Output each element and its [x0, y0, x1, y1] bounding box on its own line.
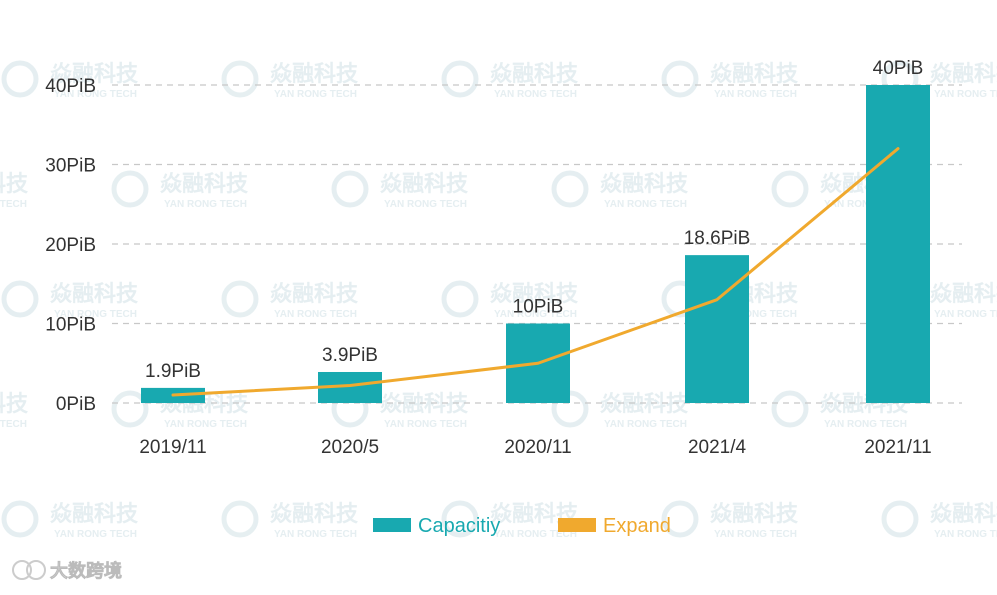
legend-item-capacity: Capacitiy	[373, 515, 500, 537]
watermark-subtext: YAN RONG TECH	[934, 309, 997, 320]
x-tick-label: 2021/11	[864, 437, 931, 458]
watermark-logo-icon	[664, 63, 696, 95]
corner-brand: 大数跨境	[13, 560, 122, 582]
x-tick-label: 2020/5	[321, 437, 379, 458]
watermark-logo-icon	[774, 173, 806, 205]
watermark-text: 焱融科技	[270, 282, 359, 307]
bar	[685, 255, 749, 403]
data-label: 3.9PiB	[322, 345, 378, 366]
watermark-text: 焱融科技	[160, 172, 249, 197]
watermark-subtext: YAN RONG TECH	[54, 529, 137, 540]
watermark-text: 焱融科技	[50, 282, 139, 307]
watermark-text: 焱融科技	[270, 62, 359, 87]
watermark-text: 焱融科技	[270, 502, 359, 527]
legend-swatch-capacity	[373, 518, 411, 532]
watermark-logo-icon	[334, 173, 366, 205]
y-tick-label: 20PiB	[45, 235, 96, 256]
data-label: 10PiB	[513, 297, 564, 318]
watermark-logo-icon	[444, 283, 476, 315]
watermark-text: 焱融科技	[710, 502, 799, 527]
watermark-text: 焱融科技	[0, 172, 29, 197]
bar	[866, 85, 930, 403]
y-tick-label: 0PiB	[56, 394, 96, 415]
watermark-text: 焱融科技	[600, 172, 689, 197]
y-tick-label: 10PiB	[45, 315, 96, 336]
watermark-logo-icon	[774, 393, 806, 425]
watermark-tile: 焱融科技 YAN RONG TECH	[4, 502, 139, 540]
watermark-logo-icon	[554, 173, 586, 205]
legend-swatch-expand	[558, 518, 596, 532]
watermark-subtext: YAN RONG TECH	[0, 419, 27, 430]
watermark-logo-icon	[4, 283, 36, 315]
watermark-tile: 焱融科技 YAN RONG TECH	[224, 282, 359, 320]
watermark-text: 焱融科技	[930, 502, 997, 527]
watermark-tile: 焱融科技 YAN RONG TECH	[444, 62, 579, 100]
watermark-logo-icon	[224, 503, 256, 535]
legend-label-capacity: Capacitiy	[418, 515, 500, 537]
watermark-logo-icon	[4, 63, 36, 95]
watermark-logo-icon	[884, 503, 916, 535]
watermark-subtext: YAN RONG TECH	[274, 529, 357, 540]
watermark-tile: 焱融科技 YAN RONG TECH	[334, 172, 469, 210]
watermark-subtext: YAN RONG TECH	[0, 199, 27, 210]
watermark-logo-icon	[4, 503, 36, 535]
watermark-subtext: YAN RONG TECH	[274, 89, 357, 100]
watermark-subtext: YAN RONG TECH	[604, 199, 687, 210]
watermark-text: 焱融科技	[930, 282, 997, 307]
brand-logo-icon-2	[27, 561, 45, 579]
watermark-subtext: YAN RONG TECH	[604, 419, 687, 430]
data-label: 40PiB	[873, 58, 924, 79]
watermark-subtext: YAN RONG TECH	[164, 419, 247, 430]
watermark-tile: 焱融科技 YAN RONG TECH	[0, 392, 29, 430]
watermark-text: 焱融科技	[380, 392, 469, 417]
watermark-tile: 焱融科技 YAN RONG TECH	[114, 172, 249, 210]
x-tick-label: 2019/11	[139, 437, 206, 458]
watermark-subtext: YAN RONG TECH	[824, 419, 907, 430]
x-tick-label: 2021/4	[688, 437, 747, 458]
watermark-layer: 焱融科技 YAN RONG TECH 焱融科技 YAN RONG TECH 焱融科技 YA…	[0, 62, 997, 540]
x-axis-ticks: 2019/11 2020/5 2020/11 2021/4 2021/11	[139, 437, 931, 458]
watermark-subtext: YAN RONG TECH	[934, 529, 997, 540]
legend-label-expand: Expand	[603, 515, 671, 537]
watermark-subtext: YAN RONG TECH	[384, 419, 467, 430]
watermark-text: 焱融科技	[0, 392, 29, 417]
watermark-subtext: YAN RONG TECH	[494, 89, 577, 100]
y-axis-ticks: 0PiB 10PiB 20PiB 30PiB 40PiB	[45, 76, 96, 415]
watermark-text: 焱融科技	[930, 62, 997, 87]
watermark-tile: 焱融科技 YAN RONG TECH	[554, 172, 689, 210]
watermark-tile: 焱融科技 YAN RONG TECH	[664, 62, 799, 100]
y-tick-label: 40PiB	[45, 76, 96, 97]
watermark-tile: 焱融科技 YAN RONG TECH	[554, 392, 689, 430]
data-label: 18.6PiB	[684, 228, 751, 249]
watermark-logo-icon	[444, 63, 476, 95]
watermark-subtext: YAN RONG TECH	[384, 199, 467, 210]
watermark-subtext: YAN RONG TECH	[934, 89, 997, 100]
watermark-logo-icon	[224, 63, 256, 95]
watermark-text: 焱融科技	[600, 392, 689, 417]
watermark-logo-icon	[114, 173, 146, 205]
watermark-text: 焱融科技	[710, 62, 799, 87]
data-label: 1.9PiB	[145, 361, 201, 382]
y-tick-label: 30PiB	[45, 156, 96, 177]
watermark-logo-icon	[224, 283, 256, 315]
watermark-tile: 焱融科技 YAN RONG TECH	[884, 502, 997, 540]
watermark-subtext: YAN RONG TECH	[714, 529, 797, 540]
watermark-subtext: YAN RONG TECH	[714, 89, 797, 100]
watermark-tile: 焱融科技 YAN RONG TECH	[664, 502, 799, 540]
watermark-tile: 焱融科技 YAN RONG TECH	[224, 62, 359, 100]
watermark-text: 焱融科技	[50, 502, 139, 527]
watermark-tile: 焱融科技 YAN RONG TECH	[224, 502, 359, 540]
brand-text: 大数跨境	[50, 560, 122, 582]
x-tick-label: 2020/11	[504, 437, 571, 458]
watermark-tile: 焱融科技 YAN RONG TECH	[0, 172, 29, 210]
watermark-text: 焱融科技	[380, 172, 469, 197]
watermark-subtext: YAN RONG TECH	[164, 199, 247, 210]
watermark-subtext: YAN RONG TECH	[274, 309, 357, 320]
watermark-text: 焱融科技	[490, 62, 579, 87]
